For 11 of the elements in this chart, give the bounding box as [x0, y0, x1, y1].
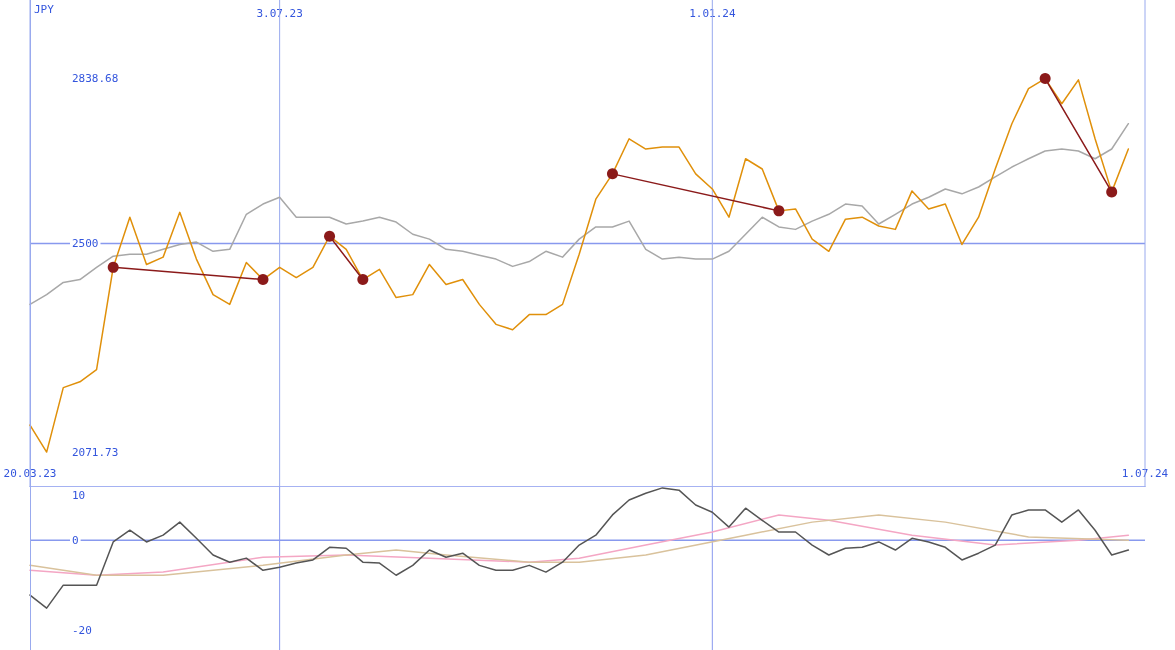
y-tick-label: 0: [72, 533, 79, 547]
x2-tick-label: 1.01.24: [689, 7, 736, 20]
x-tick-label: 1.07.24: [1121, 467, 1169, 480]
y-axis-title: JPY: [34, 3, 55, 16]
y-tick-label: 10: [72, 488, 86, 502]
x2-tick-label: 3.07.23: [256, 7, 303, 20]
y-tick-label: 2838.68: [72, 72, 119, 86]
x-tick-label: 20.03.23: [3, 467, 57, 480]
y-tick-label: 2071.73: [72, 445, 119, 459]
y-tick-label: 2500: [72, 237, 99, 250]
y-tick-label: -20: [72, 623, 92, 637]
